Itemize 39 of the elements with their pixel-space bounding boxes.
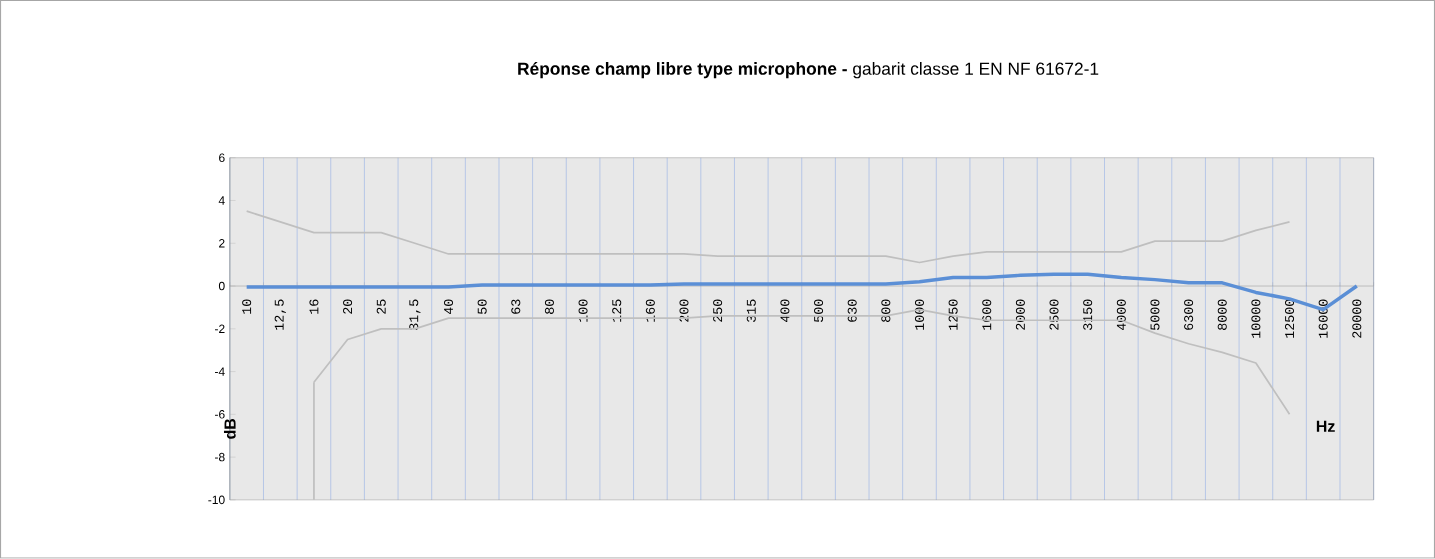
x-tick-label: 5000 [1150, 299, 1160, 331]
x-tick-label: 200 [679, 299, 689, 323]
x-tick-label: 3150 [1083, 299, 1093, 331]
x-tick-label: 630 [847, 299, 857, 322]
x-axis-title: Hz [1316, 421, 1335, 432]
x-tick-label: 10 [242, 299, 252, 314]
x-tick-label: 10000 [1251, 299, 1261, 338]
x-tick-label: 315 [746, 299, 756, 323]
x-tick-label: 12500 [1285, 299, 1295, 338]
x-tick-label: 16 [309, 299, 319, 314]
x-tick-label: 6300 [1184, 299, 1194, 330]
y-tick-label: 4 [218, 196, 225, 205]
chart-title: Réponse champ libre type microphone - gabarit classe 1 EN NF 61672-1 [518, 62, 1099, 79]
x-tick-label: 250 [713, 299, 723, 323]
y-tick-label: -4 [215, 367, 225, 376]
y-tick-label: -10 [208, 495, 225, 505]
x-tick-label: 31,5 [409, 299, 421, 331]
x-tick-label: 40 [443, 299, 454, 315]
y-tick-label: 0 [218, 281, 225, 291]
y-tick-label: 6 [219, 153, 225, 163]
x-tick-label: 1000 [914, 299, 925, 330]
y-tick-label: -2 [215, 324, 225, 334]
x-tick-label: 80 [544, 299, 554, 315]
y-axis-title: dB [223, 419, 236, 440]
x-tick-label: 8000 [1217, 299, 1227, 331]
x-tick-label: 1250 [948, 299, 958, 330]
x-tick-label: 4000 [1116, 299, 1126, 331]
y-tick-label: -8 [215, 453, 225, 462]
x-tick-label: 500 [814, 299, 824, 323]
x-tick-label: 20 [343, 299, 353, 314]
x-tick-label: 50 [477, 299, 487, 315]
x-tick-label: 25 [376, 299, 386, 314]
x-tick-label: 12,5 [274, 299, 286, 330]
y-tick-label: -6 [215, 410, 225, 419]
x-tick-label: 800 [881, 299, 891, 323]
x-tick-label: 20000 [1352, 299, 1362, 339]
x-tick-label: 63 [511, 299, 521, 314]
y-tick-label: 2 [219, 239, 225, 248]
x-tick-label: 400 [780, 299, 790, 323]
